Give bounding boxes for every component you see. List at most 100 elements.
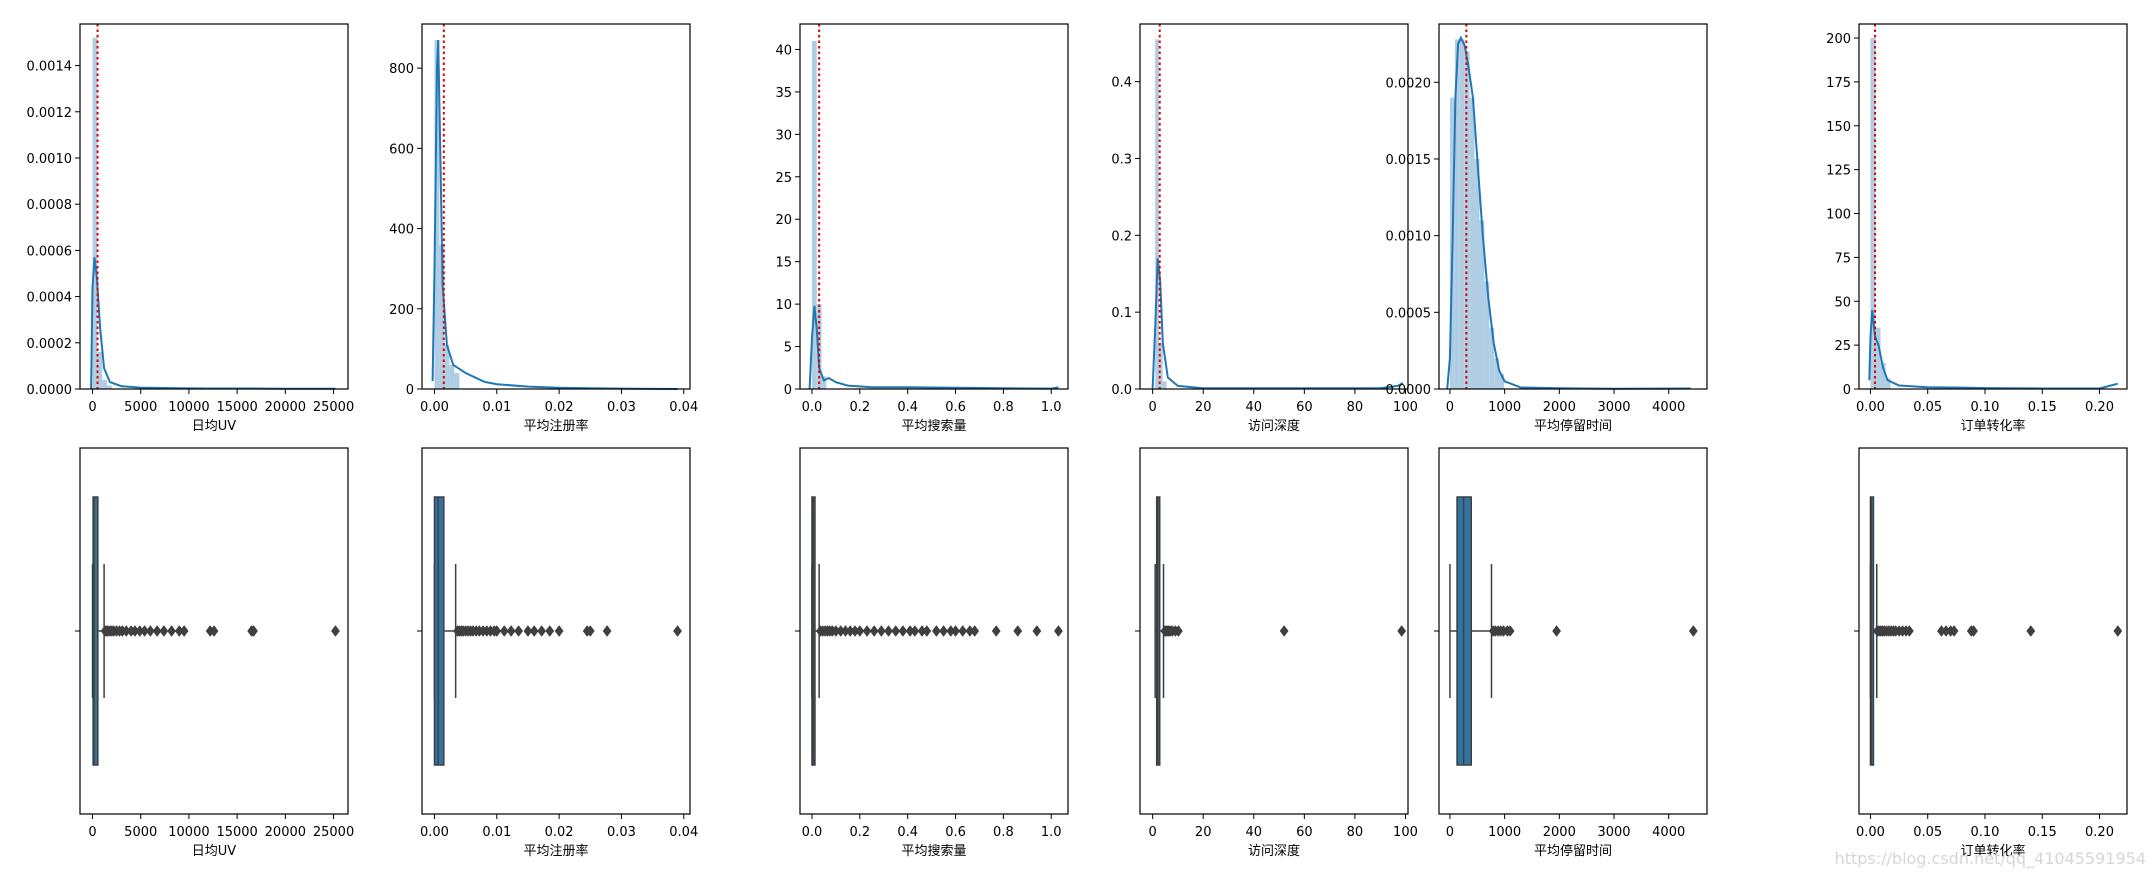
x-axis-label: 日均UV xyxy=(192,419,237,434)
x-axis-label: 访问深度 xyxy=(1248,418,1300,434)
axes-frame xyxy=(421,23,691,390)
y-tick-label: 0.0002 xyxy=(27,337,73,352)
outlier-point xyxy=(673,625,682,637)
y-tick-label: 800 xyxy=(389,62,414,77)
y-tick-label: 0.1 xyxy=(1111,306,1132,321)
x-axis-label: 平均搜索量 xyxy=(901,844,966,859)
axes-frame xyxy=(799,23,1069,390)
axes-frame xyxy=(79,447,349,815)
histogram-bar xyxy=(454,372,460,389)
axes-frame xyxy=(1438,447,1708,815)
outlier-point xyxy=(1904,625,1914,637)
outlier-point xyxy=(1552,625,1562,637)
histogram-bar xyxy=(1474,158,1480,389)
outlier-point xyxy=(585,625,595,637)
x-tick-label: 1.0 xyxy=(1041,400,1062,415)
y-tick-label: 0.0006 xyxy=(27,244,73,259)
histogram-bar xyxy=(106,385,112,389)
x-tick-label: 2000 xyxy=(1543,825,1576,840)
outlier-point xyxy=(1013,625,1023,637)
x-tick-label: 0.01 xyxy=(482,400,511,415)
outlier-point xyxy=(331,625,340,637)
outlier-point xyxy=(145,625,155,637)
boxplot-panel-6: 0.00 0.05 0.10 0.15 0.20 订单转化率 xyxy=(1854,447,2128,859)
x-tick-label: 15000 xyxy=(216,825,257,840)
x-tick-label: 4000 xyxy=(1652,825,1685,840)
outlier-point xyxy=(884,625,893,637)
histogram-bar xyxy=(1880,362,1886,389)
y-tick-label: 35 xyxy=(775,86,792,101)
x-tick-label: 10000 xyxy=(168,825,209,840)
outlier-point xyxy=(958,625,968,637)
x-tick-label: 0 xyxy=(88,400,96,415)
x-tick-label: 0.02 xyxy=(545,400,574,415)
histogram-panel-2: 0 200 400 600 800 0.00 0.01 0.02 0.03 0.04 平均注册率 xyxy=(389,23,698,434)
x-tick-label: 1000 xyxy=(1488,400,1521,415)
y-tick-label: 0.0 xyxy=(1111,383,1132,398)
outlier-point xyxy=(1279,625,1289,637)
histogram-bar xyxy=(434,40,440,390)
y-tick-label: 75 xyxy=(1834,251,1851,266)
outlier-point xyxy=(1505,625,1515,637)
outlier-point xyxy=(898,625,908,637)
x-axis-label: 平均停留时间 xyxy=(1534,418,1612,434)
boxplot-panel-3: 0.0 0.2 0.4 0.6 0.8 1.0 平均搜索量 xyxy=(795,447,1069,859)
outlier-point xyxy=(991,625,1001,637)
y-tick-label: 20 xyxy=(775,213,792,228)
histogram-bar xyxy=(1484,281,1490,389)
outlier-point xyxy=(2026,625,2036,637)
histogram-bar xyxy=(92,37,98,390)
outlier-point xyxy=(939,625,949,637)
y-tick-label: 400 xyxy=(389,223,414,238)
x-tick-label: 0.05 xyxy=(1913,825,1942,840)
x-tick-label: 0.2 xyxy=(849,825,870,840)
x-tick-label: 1.0 xyxy=(1041,825,1062,840)
x-tick-label: 0.20 xyxy=(2085,400,2114,415)
outlier-point xyxy=(159,625,169,637)
y-tick-label: 100 xyxy=(1826,208,1851,223)
outlier-point xyxy=(152,625,162,637)
histogram-bar xyxy=(811,40,817,389)
outlier-point xyxy=(602,625,612,637)
x-tick-label: 0.04 xyxy=(669,400,698,415)
y-tick-label: 40 xyxy=(775,43,792,58)
axes-frame xyxy=(1438,23,1708,390)
y-tick-label: 10 xyxy=(775,298,792,313)
x-tick-label: 0.8 xyxy=(993,825,1014,840)
kde-curve xyxy=(1868,309,2119,390)
x-tick-label: 0.03 xyxy=(607,400,636,415)
x-tick-label: 1000 xyxy=(1488,825,1521,840)
x-tick-label: 2000 xyxy=(1543,400,1576,415)
y-tick-label: 0.0010 xyxy=(1386,230,1432,245)
x-axis-label: 平均搜索量 xyxy=(901,419,966,434)
outlier-point xyxy=(499,625,509,637)
y-tick-label: 125 xyxy=(1826,164,1851,179)
x-tick-label: 20 xyxy=(1195,400,1212,415)
x-tick-label: 80 xyxy=(1347,825,1364,840)
outlier-point xyxy=(1032,625,1042,637)
outlier-point xyxy=(931,625,941,637)
y-tick-label: 30 xyxy=(775,128,792,143)
y-tick-label: 600 xyxy=(389,142,414,157)
histogram-bar xyxy=(102,379,107,389)
x-tick-label: 25000 xyxy=(313,825,354,840)
x-tick-label: 0.00 xyxy=(1856,825,1885,840)
x-tick-label: 20 xyxy=(1195,825,1212,840)
x-tick-label: 4000 xyxy=(1652,400,1685,415)
x-tick-label: 3000 xyxy=(1597,400,1630,415)
y-tick-label: 0.3 xyxy=(1111,152,1132,167)
outlier-point xyxy=(506,625,516,637)
x-tick-label: 0.01 xyxy=(482,825,511,840)
x-tick-label: 0.10 xyxy=(1971,400,2000,415)
x-tick-label: 0.04 xyxy=(669,825,698,840)
kde-curve xyxy=(1446,35,1691,390)
histogram-bar xyxy=(1469,97,1475,389)
x-tick-label: 0.4 xyxy=(897,400,918,415)
histogram-bar xyxy=(1494,358,1500,389)
outlier-point xyxy=(545,625,555,637)
y-tick-label: 0.0012 xyxy=(27,106,73,121)
y-tick-label: 0.4 xyxy=(1111,76,1132,91)
box-iqr xyxy=(433,496,445,766)
axes-frame xyxy=(1139,447,1409,815)
y-tick-label: 15 xyxy=(775,256,792,271)
